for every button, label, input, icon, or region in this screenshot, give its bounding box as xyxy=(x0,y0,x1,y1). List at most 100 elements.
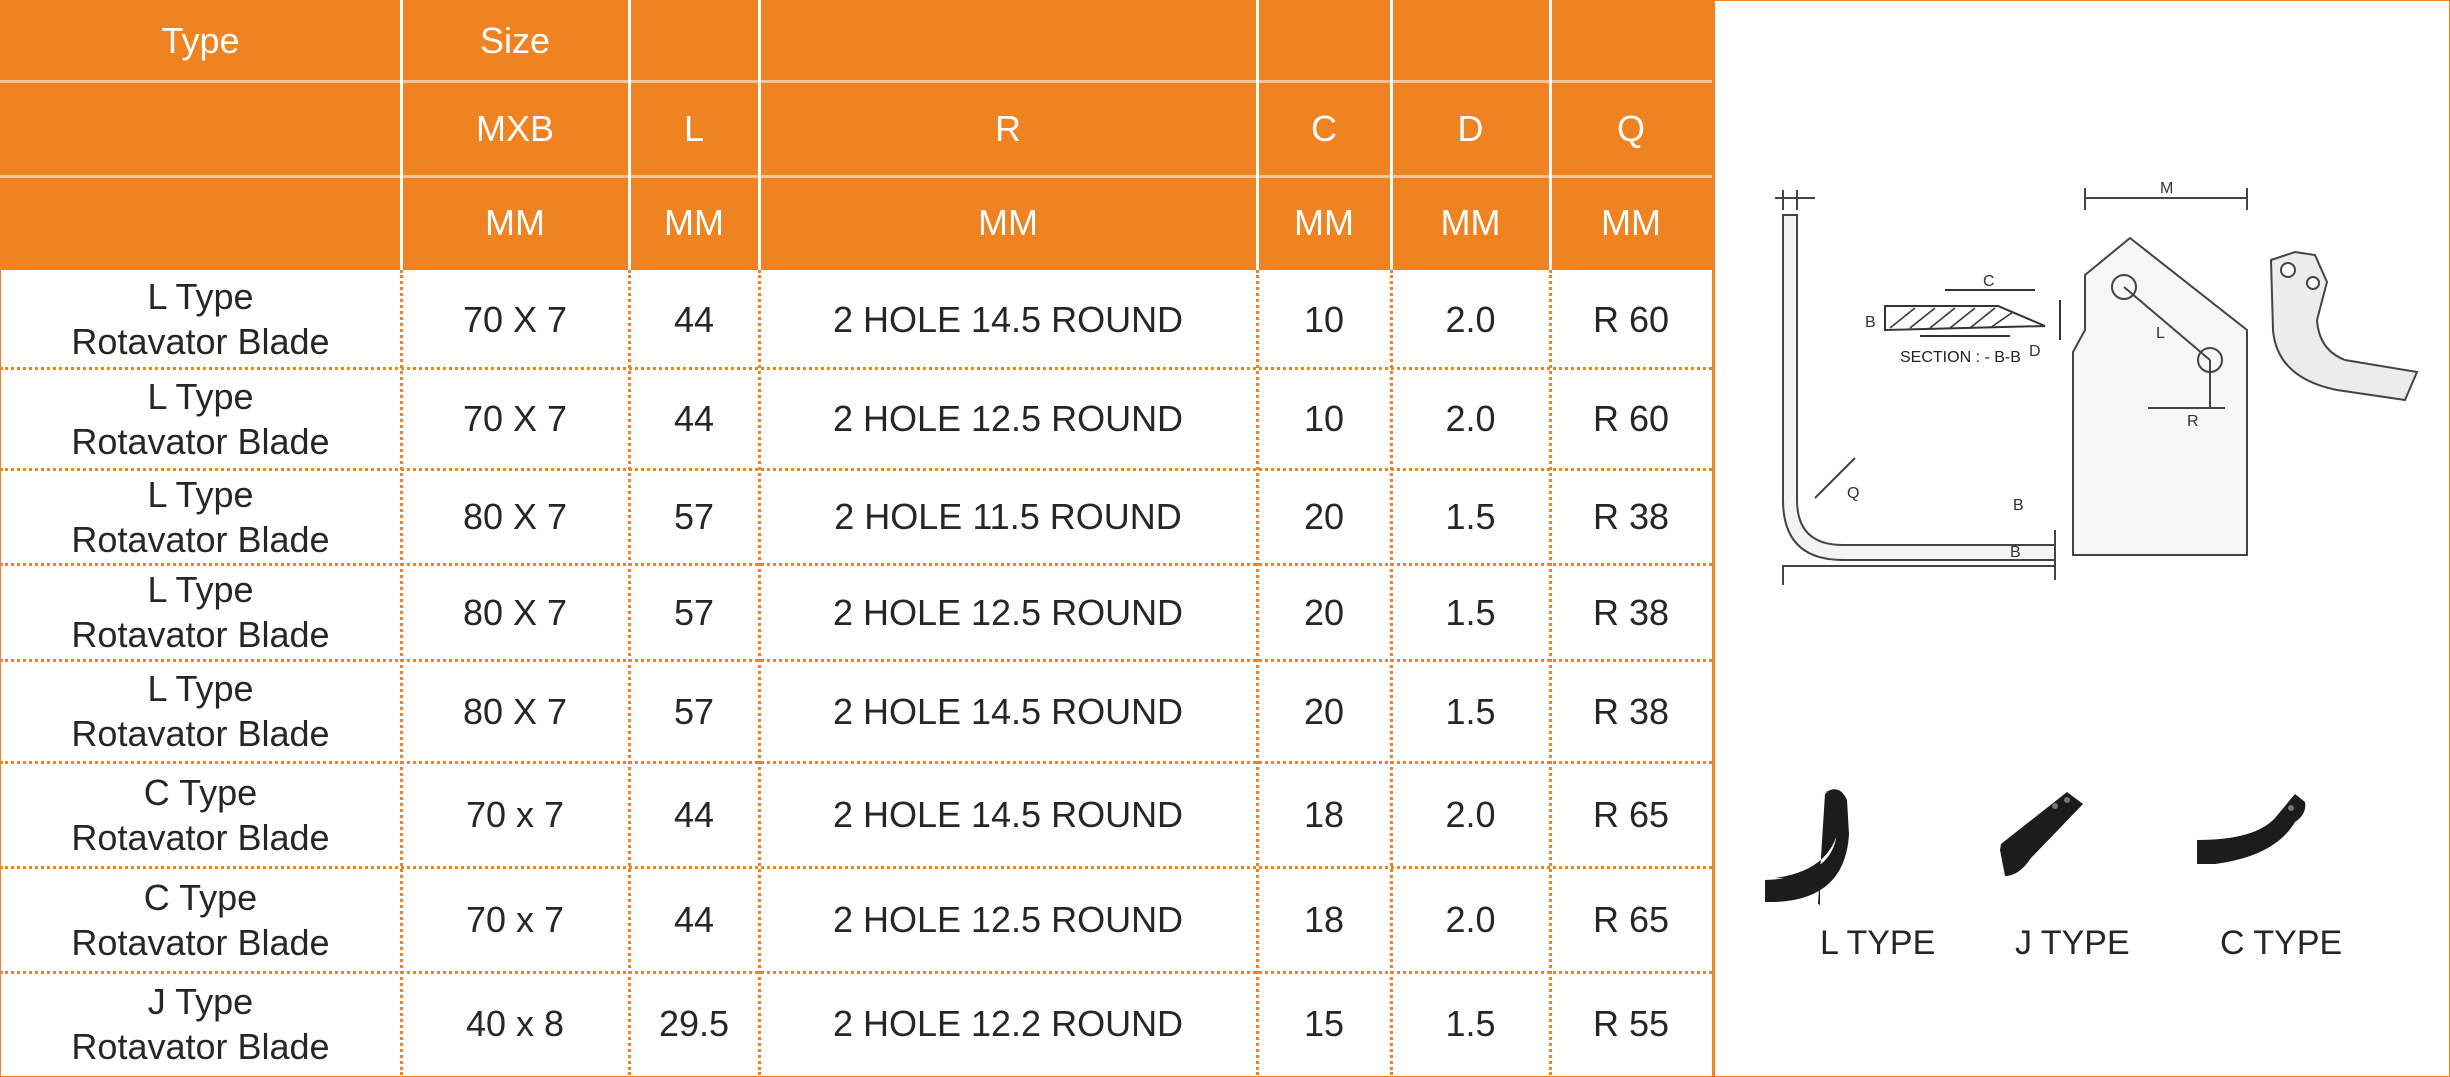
blade-diagram-panel: Q B B B C D SECTION : - B-B M L R xyxy=(1715,0,2448,1075)
cell-q: R 38 xyxy=(1592,591,1670,633)
cell-c: 10 xyxy=(1303,398,1345,439)
blade-technical-drawing: Q B B B C D SECTION : - B-B M L R xyxy=(1775,180,2419,585)
table-row: L Type Rotavator Blade 70 X 7 44 2 HOLE 14.5… xyxy=(0,270,1712,368)
cell-type: L Type Rotavator Blade xyxy=(0,469,401,564)
header-column-divider xyxy=(1390,0,1393,270)
cell-r: 2 HOLE 12.5 ROUND xyxy=(832,398,1184,439)
diagram-label-q: Q xyxy=(1847,485,1859,502)
cell-r: 2 HOLE 14.5 ROUND xyxy=(832,298,1184,340)
header-cell-q: Q xyxy=(1616,107,1645,149)
cell-c: 18 xyxy=(1303,899,1345,940)
header-cell-size-mxb: Size xyxy=(479,19,551,61)
header-row-3 xyxy=(0,176,1712,270)
cell-c: 18 xyxy=(1303,794,1345,835)
table-row: L Type Rotavator Blade 80 X 7 57 2 HOLE 12.5… xyxy=(0,564,1712,660)
diagram-label-d: D xyxy=(2029,343,2041,360)
header-row-2 xyxy=(0,81,1712,176)
cell-d: 2.0 xyxy=(1445,298,1496,340)
blade-type-category: Rotavator Blade xyxy=(71,420,330,462)
cell-type: L Type Rotavator Blade xyxy=(0,368,401,469)
cell-size-mxb: 80 X 7 xyxy=(462,690,568,732)
column-divider xyxy=(1256,270,1259,1075)
cell-size-mxb: 70 x 7 xyxy=(465,794,565,835)
cell-q: R 38 xyxy=(1592,690,1670,732)
header-column-divider xyxy=(628,0,631,270)
header-divider xyxy=(0,175,1712,178)
header-cell-type xyxy=(0,81,401,176)
header-divider xyxy=(0,80,1712,83)
table-row: J Type Rotavator Blade 40 x 8 29.5 2 HOLE 12… xyxy=(0,972,1712,1075)
header-cell-c xyxy=(1257,0,1391,81)
blade-photos xyxy=(1765,789,2306,906)
column-divider xyxy=(400,270,403,1075)
cell-size-mxb: 70 X 7 xyxy=(462,298,568,340)
cell-l: 29.5 xyxy=(658,1003,730,1044)
header-cell-q xyxy=(1550,0,1712,81)
cell-q: R 55 xyxy=(1592,1003,1670,1044)
blade-type-name: J Type xyxy=(147,980,254,1022)
blade-type-category: Rotavator Blade xyxy=(71,518,330,560)
row-divider xyxy=(0,761,1712,764)
diagram-label-r: R xyxy=(2187,413,2199,430)
header-cell-r: R xyxy=(995,107,1021,149)
table-row: L Type Rotavator Blade 80 X 7 57 2 HOLE 11.5… xyxy=(0,469,1712,564)
row-divider xyxy=(0,971,1712,974)
column-divider xyxy=(1549,270,1552,1075)
cell-d: 1.5 xyxy=(1445,690,1496,732)
cell-type: L Type Rotavator Blade xyxy=(0,270,401,368)
header-cell-l xyxy=(629,0,759,81)
cell-c: 15 xyxy=(1303,1003,1345,1044)
cell-d: 2.0 xyxy=(1445,899,1496,940)
blade-type-category: Rotavator Blade xyxy=(71,816,330,858)
cell-q: R 65 xyxy=(1592,794,1670,835)
blade-type-category: Rotavator Blade xyxy=(71,1025,330,1067)
diagram-label-m: M xyxy=(2160,180,2173,197)
cell-size-mxb: 80 X 7 xyxy=(462,496,568,537)
header-cell-size-mxb: MXB xyxy=(475,107,554,149)
cell-r: 2 HOLE 14.5 ROUND xyxy=(832,794,1184,835)
header-cell-d xyxy=(1391,0,1550,81)
cell-r: 2 HOLE 12.5 ROUND xyxy=(832,899,1184,940)
blade-type-name: C Type xyxy=(143,876,258,918)
diagram-label-b-section: B xyxy=(1865,314,1876,331)
cell-l: 57 xyxy=(673,690,715,732)
header-cell-q: MM xyxy=(1601,202,1661,243)
column-divider xyxy=(1390,270,1393,1075)
cell-c: 20 xyxy=(1303,496,1345,537)
cell-type: L Type Rotavator Blade xyxy=(0,564,401,660)
blade-type-category: Rotavator Blade xyxy=(71,321,330,362)
header-cell-r: MM xyxy=(978,202,1038,243)
cell-q: R 60 xyxy=(1592,298,1670,340)
header-column-divider xyxy=(1256,0,1259,270)
cell-r: 2 HOLE 14.5 ROUND xyxy=(832,690,1184,732)
header-cell-type xyxy=(0,176,401,270)
header-cell-size-mxb: MM xyxy=(485,202,545,243)
cell-r: 2 HOLE 12.2 ROUND xyxy=(832,1003,1184,1044)
cell-size-mxb: 70 x 7 xyxy=(465,899,565,940)
cell-d: 2.0 xyxy=(1445,794,1496,835)
table-row: C Type Rotavator Blade 70 x 7 44 2 HOLE 12.5… xyxy=(0,867,1712,972)
blade-type-name: L Type xyxy=(147,375,254,417)
cell-l: 57 xyxy=(673,496,715,537)
cell-r: 2 HOLE 12.5 ROUND xyxy=(832,591,1184,633)
table-row: L Type Rotavator Blade 80 X 7 57 2 HOLE 14.5… xyxy=(0,660,1712,762)
row-divider xyxy=(0,563,1712,566)
diagram-label-l: L xyxy=(2156,325,2165,342)
header-cell-c: C xyxy=(1311,107,1337,149)
header-column-divider xyxy=(1549,0,1552,270)
cell-l: 44 xyxy=(673,794,715,835)
column-divider xyxy=(758,270,761,1075)
blade-type-label-l: L TYPE xyxy=(1820,924,1936,962)
cell-l: 44 xyxy=(673,899,715,940)
cell-size-mxb: 70 X 7 xyxy=(462,398,568,439)
header-cell-l: L xyxy=(683,107,705,149)
cell-l: 44 xyxy=(673,398,715,439)
cell-d: 2.0 xyxy=(1445,398,1496,439)
cell-type: C Type Rotavator Blade xyxy=(0,867,401,972)
blade-type-category: Rotavator Blade xyxy=(71,921,330,963)
header-row-1 xyxy=(0,0,1712,81)
cell-d: 1.5 xyxy=(1445,591,1496,633)
section-caption: SECTION : - B-B xyxy=(1900,349,2021,366)
cell-r: 2 HOLE 11.5 ROUND xyxy=(834,496,1182,537)
header-column-divider xyxy=(758,0,761,270)
